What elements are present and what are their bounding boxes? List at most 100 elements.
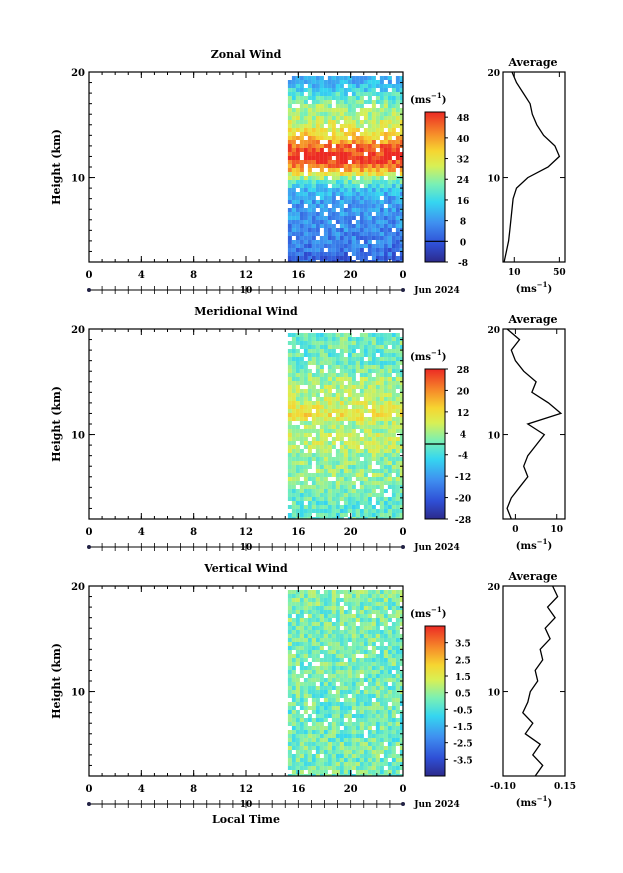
heatmap-cell bbox=[399, 256, 403, 260]
heatmap-cell bbox=[319, 445, 324, 449]
heatmap-cell bbox=[383, 489, 388, 493]
heatmap-cell bbox=[399, 413, 403, 417]
heatmap-cell bbox=[387, 638, 392, 642]
heatmap-cell bbox=[315, 714, 320, 718]
heatmap-cell bbox=[339, 606, 344, 610]
heatmap-cell bbox=[343, 662, 348, 666]
heatmap-cell bbox=[383, 734, 388, 738]
heatmap-cell bbox=[335, 188, 340, 192]
heatmap-cell bbox=[315, 598, 320, 602]
heatmap-cell bbox=[367, 345, 372, 349]
heatmap-cell bbox=[327, 128, 332, 132]
heatmap-cell bbox=[339, 590, 344, 594]
heatmap-cell bbox=[363, 762, 368, 766]
heatmap-cell bbox=[327, 180, 332, 184]
heatmap-cell bbox=[327, 365, 332, 369]
heatmap-cell bbox=[399, 662, 403, 666]
heatmap-cell bbox=[327, 493, 332, 497]
heatmap-cell bbox=[335, 746, 340, 750]
heatmap-cell bbox=[399, 642, 403, 646]
heatmap-cell bbox=[291, 401, 296, 405]
heatmap-cell bbox=[343, 425, 348, 429]
heatmap-cell bbox=[331, 461, 336, 465]
heatmap-cell bbox=[311, 140, 316, 144]
heatmap-cell bbox=[399, 200, 403, 204]
heatmap-cell bbox=[335, 365, 340, 369]
heatmap-cell bbox=[355, 144, 360, 148]
heatmap-cell bbox=[327, 662, 332, 666]
heatmap-cell bbox=[359, 385, 364, 389]
heatmap-cell bbox=[351, 132, 356, 136]
heatmap-cell bbox=[387, 461, 392, 465]
heatmap-cell bbox=[375, 722, 380, 726]
heatmap-cell bbox=[343, 100, 348, 104]
heatmap-cell bbox=[323, 750, 328, 754]
heatmap-cell bbox=[315, 104, 320, 108]
heatmap-cell bbox=[315, 96, 320, 100]
heatmap-cell bbox=[363, 630, 368, 634]
heatmap-cell bbox=[323, 84, 328, 88]
heatmap-cell bbox=[387, 168, 392, 172]
heatmap-cell bbox=[375, 493, 380, 497]
heatmap-cell bbox=[327, 100, 332, 104]
heatmap-cell bbox=[387, 481, 392, 485]
heatmap-cell bbox=[307, 337, 312, 341]
heatmap-cell bbox=[391, 606, 396, 610]
heatmap-cell bbox=[299, 120, 304, 124]
heatmap-cell bbox=[331, 160, 336, 164]
heatmap-cell bbox=[287, 252, 292, 256]
heatmap-cell bbox=[383, 674, 388, 678]
heatmap-cell bbox=[327, 453, 332, 457]
heatmap-cell bbox=[343, 702, 348, 706]
heatmap-cell bbox=[379, 236, 384, 240]
heatmap-cell bbox=[335, 353, 340, 357]
heatmap-cell bbox=[363, 646, 368, 650]
heatmap-cell bbox=[327, 244, 332, 248]
colorbar-tick-label: 28 bbox=[457, 366, 470, 376]
heatmap-cell bbox=[347, 437, 352, 441]
heatmap-cell bbox=[331, 196, 336, 200]
heatmap-cell bbox=[347, 112, 352, 116]
heatmap-cell bbox=[343, 774, 348, 776]
heatmap-cell bbox=[395, 646, 400, 650]
heatmap-cell bbox=[323, 505, 328, 509]
heatmap-cell bbox=[371, 381, 376, 385]
heatmap-cell bbox=[347, 417, 352, 421]
heatmap-cell bbox=[367, 212, 372, 216]
heatmap-cell bbox=[307, 421, 312, 425]
heatmap-cell bbox=[367, 192, 372, 196]
heatmap-cell bbox=[339, 357, 344, 361]
heatmap-cell bbox=[391, 341, 396, 345]
heatmap-cell bbox=[323, 437, 328, 441]
heatmap-cell bbox=[375, 232, 380, 236]
heatmap-cell bbox=[331, 208, 336, 212]
heatmap-cell bbox=[319, 513, 324, 517]
heatmap-cell bbox=[295, 389, 300, 393]
heatmap-cell bbox=[327, 726, 332, 730]
heatmap-cell bbox=[395, 457, 400, 461]
heatmap-cell bbox=[295, 349, 300, 353]
profile-x-tick-label: -0.10 bbox=[490, 782, 516, 792]
heatmap-cell bbox=[331, 718, 336, 722]
heatmap-cell bbox=[335, 389, 340, 393]
heatmap-cell bbox=[331, 333, 336, 337]
heatmap-cell bbox=[363, 425, 368, 429]
heatmap-cell bbox=[327, 698, 332, 702]
heatmap-cell bbox=[327, 674, 332, 678]
heatmap-cell bbox=[287, 116, 292, 120]
heatmap-cell bbox=[359, 690, 364, 694]
heatmap-cell bbox=[395, 349, 400, 353]
heatmap-cell bbox=[315, 742, 320, 746]
heatmap-cell bbox=[331, 164, 336, 168]
heatmap-cell bbox=[299, 750, 304, 754]
heatmap-cell bbox=[395, 650, 400, 654]
heatmap-cell bbox=[299, 164, 304, 168]
heatmap-cell bbox=[335, 590, 340, 594]
heatmap-cell bbox=[335, 421, 340, 425]
heatmap-cell bbox=[363, 421, 368, 425]
heatmap-cell bbox=[331, 421, 336, 425]
heatmap-cell bbox=[399, 337, 403, 341]
heatmap-cell bbox=[295, 694, 300, 698]
heatmap-cell bbox=[391, 172, 396, 176]
heatmap-cell bbox=[319, 361, 324, 365]
